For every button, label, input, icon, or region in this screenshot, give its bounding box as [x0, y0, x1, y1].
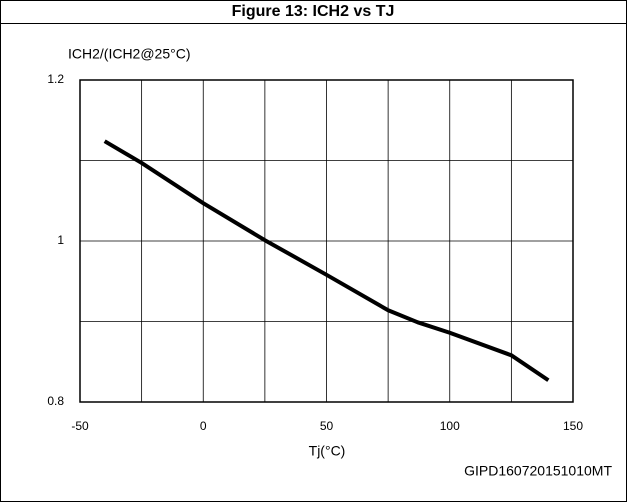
figure-code: GIPD160720151010MT	[464, 463, 612, 479]
chart-title: Figure 13: ICH2 vs TJ	[232, 3, 395, 20]
x-tick-label: 50	[320, 419, 334, 433]
x-axis-label: Tj(°C)	[309, 443, 346, 459]
x-tick-label: -50	[71, 419, 89, 433]
y-tick-label: 0.8	[47, 394, 64, 408]
plot-frame	[79, 79, 574, 403]
x-tick-label: 150	[563, 419, 583, 433]
y-tick-label: 1	[57, 233, 64, 247]
x-tick-label: 100	[440, 419, 460, 433]
y-tick-label: 1.2	[47, 72, 64, 86]
data-line	[103, 139, 550, 382]
x-tick-label: 0	[200, 419, 207, 433]
y-axis-label: ICH2/(ICH2@25°C)	[68, 46, 191, 62]
